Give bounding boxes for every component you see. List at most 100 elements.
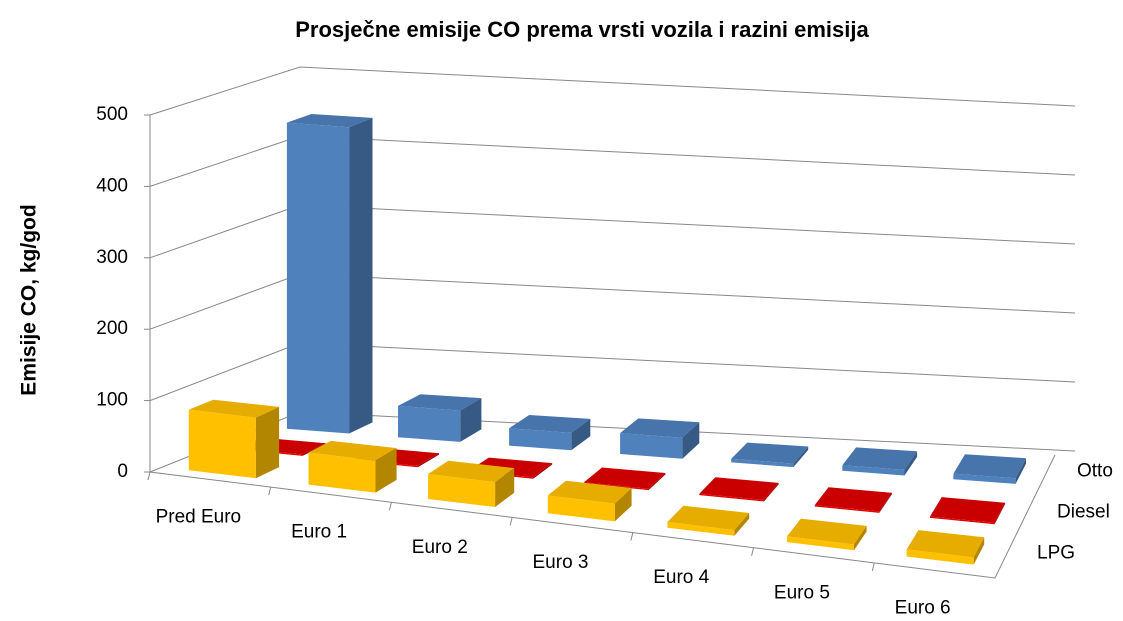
bar-side	[879, 492, 892, 513]
legend-label: LPG	[1037, 543, 1075, 564]
bar-top	[699, 477, 779, 500]
bar-side	[255, 406, 280, 479]
bar-top	[731, 442, 809, 464]
bar-front	[842, 465, 905, 476]
bar-top	[398, 394, 482, 411]
bar-top	[930, 497, 1006, 523]
bar	[731, 442, 809, 468]
x-tick-label: Euro 3	[533, 552, 589, 573]
bar-side	[571, 418, 591, 451]
bar-side	[994, 502, 1006, 525]
bar	[308, 440, 397, 493]
bar	[547, 480, 632, 522]
bar-side	[648, 473, 666, 491]
x-tick	[509, 517, 513, 526]
bar-front	[731, 458, 794, 468]
bar-top	[667, 505, 750, 531]
bar-side	[417, 453, 439, 468]
bar-side	[734, 513, 750, 536]
bar	[953, 454, 1026, 484]
x-tick-label: Euro 6	[895, 597, 951, 618]
bar-front	[509, 428, 572, 451]
bar-side	[793, 446, 809, 468]
bar-top	[188, 399, 280, 418]
bar-front	[953, 473, 1016, 484]
x-tick	[871, 562, 875, 571]
bar-top	[814, 487, 892, 512]
bar-front	[428, 474, 496, 507]
bar-front	[906, 549, 974, 565]
bar-side	[682, 422, 700, 459]
bar-front	[188, 409, 256, 479]
x-tick-label: Pred Euro	[156, 507, 242, 528]
bar	[667, 505, 750, 536]
x-tick	[751, 547, 755, 556]
bar-top	[308, 440, 397, 461]
bar-side	[763, 482, 779, 502]
bar-side	[460, 398, 482, 442]
bar	[188, 399, 280, 479]
bar	[398, 394, 482, 442]
bar-top	[547, 480, 632, 504]
y-tick-label: 300	[96, 247, 128, 268]
bar-top	[428, 460, 515, 483]
x-tick	[388, 502, 392, 511]
bar	[428, 460, 515, 507]
bar-front	[930, 516, 995, 525]
bar-front	[547, 495, 615, 522]
bar	[286, 114, 373, 434]
bar-front	[814, 505, 880, 513]
bar-side	[614, 488, 632, 522]
bar-side	[533, 463, 553, 479]
legend-label: Diesel	[1057, 502, 1110, 523]
x-tick	[630, 532, 634, 541]
bar-front	[308, 452, 376, 493]
bar-side	[495, 468, 515, 507]
x-tick-label: Euro 4	[653, 567, 709, 588]
bar-top	[953, 454, 1026, 479]
x-tick-label: Euro 2	[412, 537, 468, 558]
bar	[584, 467, 666, 491]
bar-front	[787, 536, 854, 551]
y-axis-title: Emisije CO, kg/god	[18, 204, 41, 395]
bar-top	[620, 418, 700, 438]
bar	[930, 497, 1006, 525]
x-tick-label: Euro 5	[774, 582, 830, 603]
y-tick-label: 100	[96, 390, 128, 411]
bar	[699, 477, 779, 502]
bar-side	[973, 537, 985, 565]
bar-front	[286, 122, 350, 434]
bar-side	[854, 525, 867, 551]
bar-top	[787, 518, 867, 545]
bar-top	[584, 467, 666, 489]
bar-side	[904, 451, 918, 476]
bar-top	[286, 114, 373, 128]
bar-front	[398, 405, 461, 442]
bar	[906, 530, 985, 565]
grid-line	[149, 66, 1076, 116]
bar-side	[1015, 458, 1026, 484]
y-tick-label: 200	[96, 318, 128, 339]
bar	[814, 487, 892, 513]
bar	[842, 447, 918, 476]
bar-front	[667, 522, 735, 536]
bar-top	[509, 415, 591, 433]
bar-top	[842, 447, 918, 470]
y-tick-label: 0	[117, 461, 128, 482]
axis-wall	[149, 115, 1056, 579]
bar	[509, 415, 591, 451]
x-tick-label: Euro 1	[291, 522, 347, 543]
x-tick	[268, 487, 272, 496]
bar-side	[349, 117, 373, 434]
bar-top	[906, 530, 985, 558]
y-tick-label: 500	[96, 104, 128, 125]
bar	[620, 418, 700, 459]
bar-front	[584, 482, 649, 491]
bar-front	[620, 433, 683, 459]
y-tick-label: 400	[96, 175, 128, 196]
bar-side	[375, 448, 397, 493]
chart-title: Prosječne emisije CO prema vrsti vozila …	[295, 17, 869, 42]
bar	[787, 518, 867, 551]
x-tick	[147, 471, 151, 481]
